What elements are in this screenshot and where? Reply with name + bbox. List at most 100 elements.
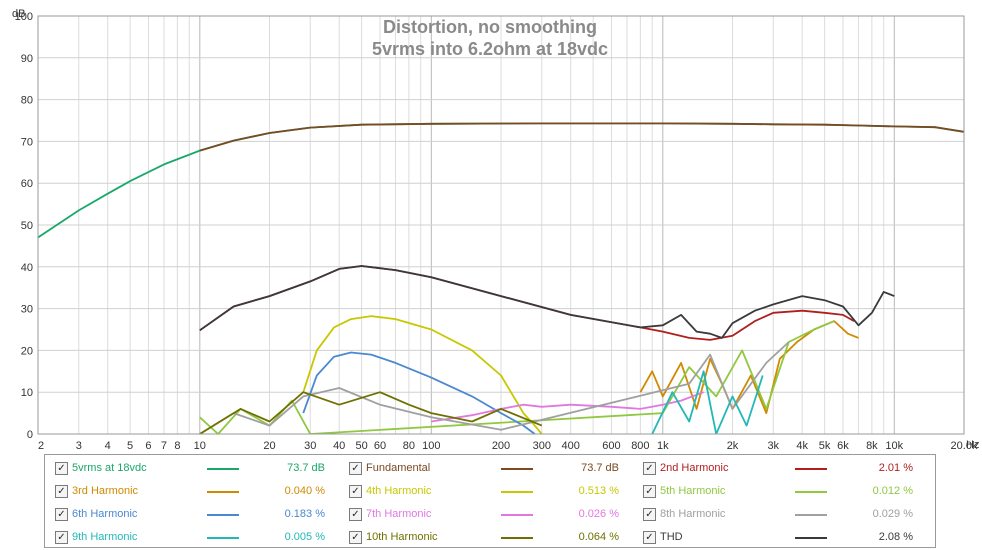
legend-item[interactable]: ✓ 9th Harmonic 0.005 % [55,528,335,548]
legend-item[interactable]: ✓ 4th Harmonic 0.513 % [349,482,629,502]
legend-checkbox[interactable]: ✓ [55,485,68,498]
x-tick-label: 8 [174,440,180,452]
x-tick-label: 300 [533,440,551,452]
chart-subtitle: 5vrms into 6.2ohm at 18vdc [372,39,608,59]
legend-checkbox[interactable]: ✓ [349,462,362,475]
grid-lines [38,15,964,435]
legend-item[interactable]: ✓ 7th Harmonic 0.026 % [349,505,629,525]
series-line-8 [431,391,704,423]
legend-swatch [501,514,533,516]
x-tick-label: 80 [403,440,415,452]
legend-series-name: THD [660,531,683,543]
y-tick-label: 10 [21,387,33,399]
legend-series-name: 7th Harmonic [366,508,432,520]
x-tick-label: 3 [76,440,82,452]
legend-checkbox[interactable]: ✓ [349,508,362,521]
legend-value: 2.01 % [878,462,913,474]
y-tick-label: 70 [21,136,33,148]
legend-checkbox[interactable]: ✓ [643,462,656,475]
legend-value: 0.026 % [578,508,619,520]
legend-value: 0.029 % [872,508,913,520]
legend-value: 0.005 % [284,531,325,543]
legend-item[interactable]: ✓ THD 2.08 % [643,528,923,548]
legend-checkbox[interactable]: ✓ [55,531,68,544]
legend-series-name: 3rd Harmonic [72,485,139,497]
series-line-7 [302,351,536,434]
series-line-5 [302,315,543,434]
legend-series-name: 8th Harmonic [660,508,726,520]
x-tick-label: 2k [727,440,739,452]
series-line-2 [199,122,964,152]
legend-item[interactable]: ✓ Fundamental 73.7 dB [349,459,629,479]
series-line-10 [651,370,764,434]
legend-checkbox[interactable]: ✓ [643,531,656,544]
legend-value: 0.064 % [578,531,619,543]
x-tick-label: 4 [105,440,111,452]
legend-checkbox[interactable]: ✓ [349,485,362,498]
y-tick-label: 100 [15,11,33,23]
x-tick-label: 800 [631,440,649,452]
distortion-chart: 2 3 4 5 6 7 8 10 20 30 40 50 60 80 100 200 300 400 600 800 1… [12,8,979,452]
x-tick-label: 50 [355,440,367,452]
x-tick-label: 3k [767,440,779,452]
legend-swatch [795,468,827,470]
x-tick-label: 30 [304,440,316,452]
legend: ✓ 5vrms at 18vdc 73.7 dB ✓ Fundamental 73.7 d… [44,454,936,548]
legend-item[interactable]: ✓ 2nd Harmonic 2.01 % [643,459,923,479]
x-tick-label: 400 [562,440,580,452]
series-line-6 [199,320,835,434]
y-tick-label: 60 [21,178,33,190]
y-axis-ticks: 0 10 20 30 40 50 60 70 80 90 100 [15,11,33,441]
y-tick-label: 80 [21,95,33,107]
legend-swatch [795,491,827,493]
legend-series-name: 9th Harmonic [72,531,138,543]
y-tick-label: 20 [21,345,33,357]
legend-series-name: 6th Harmonic [72,508,138,520]
x-tick-label: 1k [657,440,669,452]
series-line-12 [199,265,895,339]
legend-value: 2.08 % [878,531,913,543]
y-tick-label: 50 [21,220,33,232]
x-tick-label: 60 [374,440,386,452]
x-tick-label: 200 [492,440,510,452]
legend-value: 73.7 dB [581,462,619,474]
legend-value: 0.183 % [284,508,325,520]
legend-swatch [501,537,533,539]
x-tick-label: 6 [145,440,151,452]
legend-swatch [795,537,827,539]
legend-checkbox[interactable]: ✓ [643,508,656,521]
legend-value: 0.513 % [578,485,619,497]
legend-series-name: 4th Harmonic [366,485,432,497]
legend-value: 0.040 % [284,485,325,497]
legend-series-name: 10th Harmonic [366,531,438,543]
legend-checkbox[interactable]: ✓ [349,531,362,544]
x-tick-label: 6k [837,440,849,452]
legend-series-name: 2nd Harmonic [660,462,729,474]
legend-swatch [207,537,239,539]
series-line-11 [199,391,543,434]
legend-series-name: Fundamental [366,462,431,474]
x-tick-label: 10 [194,440,206,452]
legend-series-name: 5vrms at 18vdc [72,462,147,474]
x-tick-label: 8k [866,440,878,452]
legend-checkbox[interactable]: ✓ [55,508,68,521]
y-tick-label: 30 [21,304,33,316]
x-tick-label: 2 [38,440,44,452]
legend-item[interactable]: ✓ 8th Harmonic 0.029 % [643,505,923,525]
legend-swatch [501,468,533,470]
legend-item[interactable]: ✓ 6th Harmonic 0.183 % [55,505,335,525]
legend-item[interactable]: ✓ 5th Harmonic 0.012 % [643,482,923,502]
y-axis-label: dB [12,8,25,20]
legend-checkbox[interactable]: ✓ [55,462,68,475]
x-tick-label: 40 [333,440,345,452]
legend-checkbox[interactable]: ✓ [643,485,656,498]
x-tick-label: 7 [161,440,167,452]
y-tick-label: 0 [27,429,33,441]
legend-item[interactable]: ✓ 10th Harmonic 0.064 % [349,528,629,548]
legend-item[interactable]: ✓ 5vrms at 18vdc 73.7 dB [55,459,335,479]
chart-title: Distortion, no smoothing [383,17,597,37]
legend-item[interactable]: ✓ 3rd Harmonic 0.040 % [55,482,335,502]
legend-swatch [501,491,533,493]
legend-swatch [207,468,239,470]
x-tick-label: 10k [885,440,903,452]
